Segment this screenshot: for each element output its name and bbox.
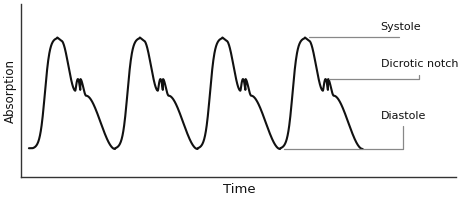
Text: Diastole: Diastole xyxy=(284,111,426,149)
Y-axis label: Absorption: Absorption xyxy=(4,59,17,123)
Text: Systole: Systole xyxy=(310,22,421,37)
Text: Dicrotic notch: Dicrotic notch xyxy=(329,59,458,79)
X-axis label: Time: Time xyxy=(223,183,255,196)
